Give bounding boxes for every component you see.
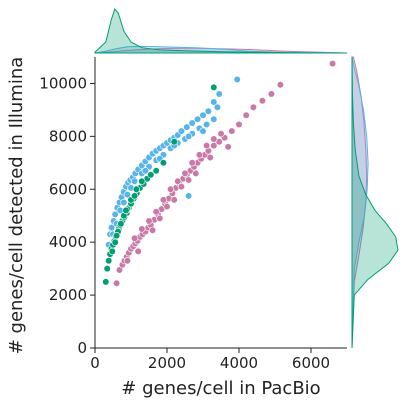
scatter-point [152, 208, 160, 216]
scatter-point [276, 81, 285, 89]
scatter-point [183, 123, 191, 131]
y-tick-label: 10000 [39, 74, 87, 92]
scatter-point [215, 90, 223, 98]
scatter-point [188, 159, 196, 167]
scatter-point [195, 151, 203, 159]
scatter-point [188, 119, 196, 127]
scatter-point [203, 120, 211, 129]
x-tick-label: 2000 [148, 354, 186, 372]
scatter-point [174, 177, 182, 185]
scatter-point [141, 167, 149, 175]
scatter-point [159, 159, 167, 167]
scatter-point [112, 232, 121, 240]
scatter-point [170, 196, 178, 204]
scatter-point [185, 176, 193, 184]
scatter-point [134, 247, 142, 255]
scatter-point [132, 185, 140, 193]
scatter-point [159, 196, 167, 204]
scatter-point [177, 183, 185, 191]
scatter-point [181, 169, 189, 177]
y-axis-label: # genes/cell detected in Illumina [6, 57, 27, 355]
scatter-point [163, 202, 171, 211]
top-marginal-density [94, 7, 348, 54]
scatter-point [149, 226, 157, 234]
scatter-point [156, 214, 164, 222]
scatter-point [329, 59, 337, 68]
scatter-points [102, 59, 337, 287]
scatter-point [224, 143, 232, 151]
scatter-point [203, 142, 211, 150]
scatter-point [210, 83, 218, 91]
scatter-point [108, 247, 116, 255]
right-marginal-density [351, 56, 399, 349]
scatter-point [123, 191, 131, 199]
scatter-point [210, 135, 218, 143]
right-density-curve [351, 56, 368, 349]
scatter-point [145, 217, 153, 225]
scatter-point [103, 265, 111, 273]
y-tick-label: 0 [77, 339, 87, 357]
scatter-point [213, 103, 221, 111]
y-tick-label: 2000 [49, 286, 87, 304]
scatter-point [185, 132, 193, 140]
scatter-point [147, 171, 155, 179]
y-tick-label: 8000 [49, 127, 87, 145]
scatter-point [152, 167, 160, 175]
scatter-point [204, 107, 212, 115]
scatter-point [210, 115, 218, 123]
scatter-point [177, 127, 185, 135]
scatter-point [111, 210, 119, 218]
scatter-point [167, 185, 175, 193]
scatter-point [242, 111, 250, 119]
scatter-point [117, 220, 125, 228]
right-density-curve [351, 56, 369, 349]
scatter-point [138, 177, 146, 185]
scatter-point [123, 257, 131, 265]
scatter-point [235, 120, 243, 129]
scatter-point [233, 75, 241, 84]
scatter-point [199, 127, 207, 135]
scatter-point [210, 98, 218, 106]
scatter-point [131, 192, 139, 200]
y-tick-label: 6000 [49, 180, 87, 198]
scatter-point [258, 97, 267, 105]
scatter-point [131, 234, 139, 242]
scatter-point [120, 198, 128, 207]
scatter-point [170, 138, 178, 146]
scatter-point [192, 169, 200, 177]
scatter-point [267, 90, 276, 98]
scatter-point [194, 115, 202, 123]
scatter-point [131, 177, 139, 185]
axes: 0 2000 4000 6000 0 2000 4000 6000 8000 10000 [39, 57, 347, 372]
scatter-point [199, 111, 207, 119]
scatter-point [105, 257, 113, 265]
x-tick-label: 6000 [292, 354, 330, 372]
right-density-curve [351, 56, 399, 349]
scatter-point [112, 279, 121, 287]
y-tick-label: 4000 [49, 233, 87, 251]
x-axis-label: # genes/cell in PacBio [121, 378, 320, 399]
scatter-point [206, 153, 214, 162]
scatter-point [249, 103, 257, 111]
x-tick-label: 0 [90, 354, 100, 372]
top-density-curve [94, 7, 347, 54]
scatter-point [185, 192, 193, 200]
scatter-point [138, 225, 146, 233]
scatter-point [228, 127, 236, 135]
scatter-point [122, 206, 130, 214]
x-tick-label: 4000 [220, 354, 258, 372]
scatter-point [111, 238, 119, 246]
scatter-point [102, 278, 110, 286]
scatter-point [217, 130, 225, 138]
